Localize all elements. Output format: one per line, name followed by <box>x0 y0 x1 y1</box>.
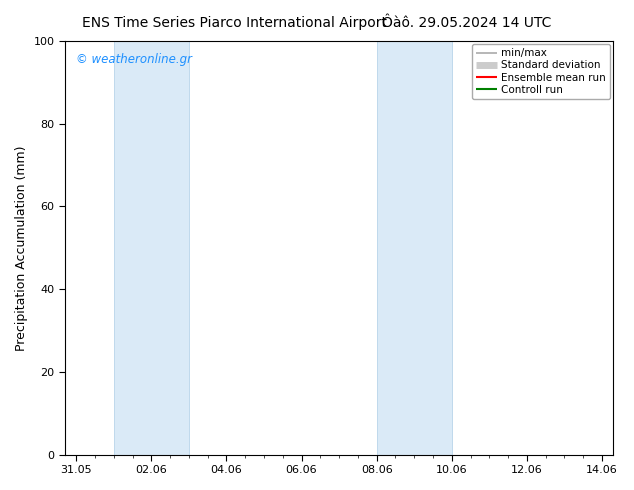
Legend: min/max, Standard deviation, Ensemble mean run, Controll run: min/max, Standard deviation, Ensemble me… <box>472 44 610 99</box>
Text: © weatheronline.gr: © weatheronline.gr <box>76 53 192 67</box>
Bar <box>377 41 452 455</box>
Bar <box>113 41 189 455</box>
Text: ENS Time Series Piarco International Airport: ENS Time Series Piarco International Air… <box>82 16 387 30</box>
Text: Ôàô. 29.05.2024 14 UTC: Ôàô. 29.05.2024 14 UTC <box>382 16 552 30</box>
Y-axis label: Precipitation Accumulation (mm): Precipitation Accumulation (mm) <box>15 145 28 350</box>
